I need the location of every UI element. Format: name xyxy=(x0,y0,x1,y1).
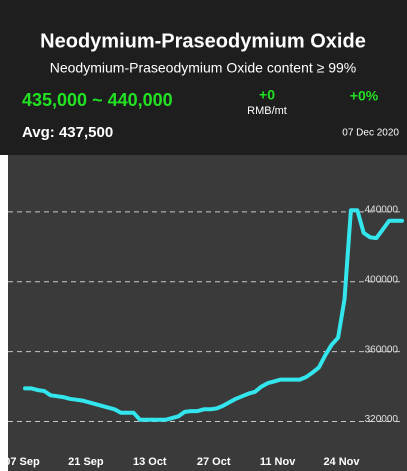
x-tick-label: 11 Nov xyxy=(260,456,296,468)
x-tick-label: 13 Oct xyxy=(133,456,167,468)
chart-panel xyxy=(8,155,407,471)
price-range: 435,000 ~ 440,000 xyxy=(22,90,173,110)
average: Avg: 437,500 xyxy=(22,124,113,141)
x-tick-label: 27 Oct xyxy=(197,456,231,468)
y-tick-label: 400000 xyxy=(365,274,399,285)
y-tick-label: 320000 xyxy=(365,414,399,425)
header-panel xyxy=(0,0,407,155)
x-tick-label: 24 Nov xyxy=(323,456,360,468)
x-tick-label: 07 Sep xyxy=(4,456,40,468)
change: +0 xyxy=(259,87,275,103)
price-line xyxy=(23,208,404,422)
date: 07 Dec 2020 xyxy=(342,128,399,139)
title: Neodymium-Praseodymium Oxide xyxy=(40,30,366,52)
subtitle: Neodymium-Praseodymium Oxide content ≥ 9… xyxy=(50,60,356,76)
y-tick-label: 440000 xyxy=(365,205,399,216)
unit: RMB/mt xyxy=(247,105,287,117)
change-pct: +0% xyxy=(350,88,379,104)
y-tick-label: 360000 xyxy=(365,344,399,355)
x-tick-label: 21 Sep xyxy=(68,456,104,468)
